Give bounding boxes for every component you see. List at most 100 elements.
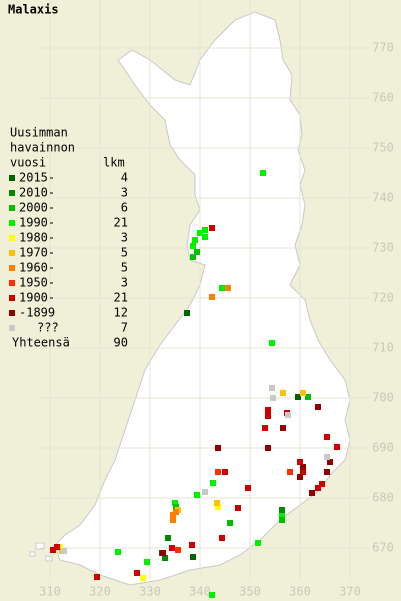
legend-label: ??? xyxy=(37,321,59,335)
observation xyxy=(214,500,220,506)
observation xyxy=(160,550,166,556)
observation xyxy=(305,394,311,400)
legend-label: 1960- xyxy=(19,261,55,275)
observation xyxy=(319,481,325,487)
legend-col-count: lkm xyxy=(103,156,125,170)
map-title: Malaxis xyxy=(8,3,59,17)
legend-heading: Uusimman xyxy=(10,126,68,140)
legend-label: 2015- xyxy=(19,171,55,185)
legend-swatch xyxy=(9,280,15,286)
legend-swatch xyxy=(9,175,15,181)
observation xyxy=(209,225,215,231)
legend-count: 3 xyxy=(121,231,128,245)
observation xyxy=(170,517,176,523)
observation xyxy=(219,535,225,541)
grid-label: 340 xyxy=(189,585,211,599)
legend-swatch xyxy=(9,295,15,301)
observation xyxy=(50,547,56,553)
observation xyxy=(61,548,67,554)
observation xyxy=(279,517,285,523)
observation xyxy=(260,170,266,176)
observations xyxy=(50,170,340,598)
grid: 310 320 330 340 350 360 370 770 760 750 740 730 720 7… xyxy=(39,0,394,599)
grid-label: 670 xyxy=(372,541,394,555)
legend-count: 12 xyxy=(114,306,128,320)
observation xyxy=(300,390,306,396)
observation xyxy=(279,512,285,518)
observation xyxy=(245,485,251,491)
legend-count: 21 xyxy=(114,216,128,230)
legend-swatch xyxy=(9,265,15,271)
legend-swatch xyxy=(9,310,15,316)
observation xyxy=(175,547,181,553)
observation xyxy=(262,425,268,431)
observation xyxy=(300,464,306,470)
grid-label: 720 xyxy=(372,291,394,305)
observation xyxy=(269,340,275,346)
observation xyxy=(144,559,150,565)
observation xyxy=(197,230,203,236)
observation xyxy=(297,459,303,465)
grid-label: 770 xyxy=(372,41,394,55)
observation xyxy=(295,394,301,400)
observation xyxy=(162,555,168,561)
observation xyxy=(265,413,271,419)
observation xyxy=(165,535,171,541)
grid-label: 700 xyxy=(372,391,394,405)
observation xyxy=(190,243,196,249)
legend-swatch xyxy=(9,205,15,211)
observation xyxy=(227,520,233,526)
observation xyxy=(190,554,196,560)
observation xyxy=(219,285,225,291)
legend-count: 5 xyxy=(121,246,128,260)
legend-label: 1980- xyxy=(19,231,55,245)
observation xyxy=(324,434,330,440)
total-count: 90 xyxy=(114,336,128,350)
legend-swatch xyxy=(9,190,15,196)
observation xyxy=(324,454,330,460)
legend-count: 21 xyxy=(114,291,128,305)
legend: 2015- 4 2010- 3 2000- 6 1990- 21 1980- 3 1970- 5 196… xyxy=(9,171,128,350)
observation xyxy=(235,505,241,511)
legend-count: 3 xyxy=(121,276,128,290)
legend-label: 1950- xyxy=(19,276,55,290)
observation xyxy=(255,540,261,546)
observation xyxy=(202,489,208,495)
observation xyxy=(194,249,200,255)
observation xyxy=(94,574,100,580)
observation xyxy=(190,254,196,260)
total-label: Yhteensä xyxy=(12,336,70,350)
grid-label: 760 xyxy=(372,91,394,105)
observation xyxy=(209,294,215,300)
observation xyxy=(215,445,221,451)
observation xyxy=(269,385,275,391)
observation xyxy=(265,407,271,413)
legend-count: 4 xyxy=(121,171,128,185)
observation xyxy=(315,485,321,491)
observation xyxy=(279,507,285,513)
grid-label: 370 xyxy=(339,585,361,599)
observation xyxy=(169,545,175,551)
grid-label: 330 xyxy=(139,585,161,599)
observation xyxy=(265,445,271,451)
observation xyxy=(280,390,286,396)
observation xyxy=(315,404,321,410)
grid-label: 320 xyxy=(89,585,111,599)
observation xyxy=(209,592,215,598)
legend-count: 7 xyxy=(121,321,128,335)
legend-swatch xyxy=(9,250,15,256)
legend-swatch xyxy=(9,220,15,226)
observation xyxy=(309,490,315,496)
observation xyxy=(215,469,221,475)
grid-label: 730 xyxy=(372,241,394,255)
grid-label: 740 xyxy=(372,191,394,205)
legend-label: 1970- xyxy=(19,246,55,260)
observation xyxy=(189,542,195,548)
observation xyxy=(173,509,179,515)
grid-label: 750 xyxy=(372,141,394,155)
legend-count: 5 xyxy=(121,261,128,275)
legend-label: 2000- xyxy=(19,201,55,215)
legend-count: 3 xyxy=(121,186,128,200)
observation xyxy=(280,425,286,431)
